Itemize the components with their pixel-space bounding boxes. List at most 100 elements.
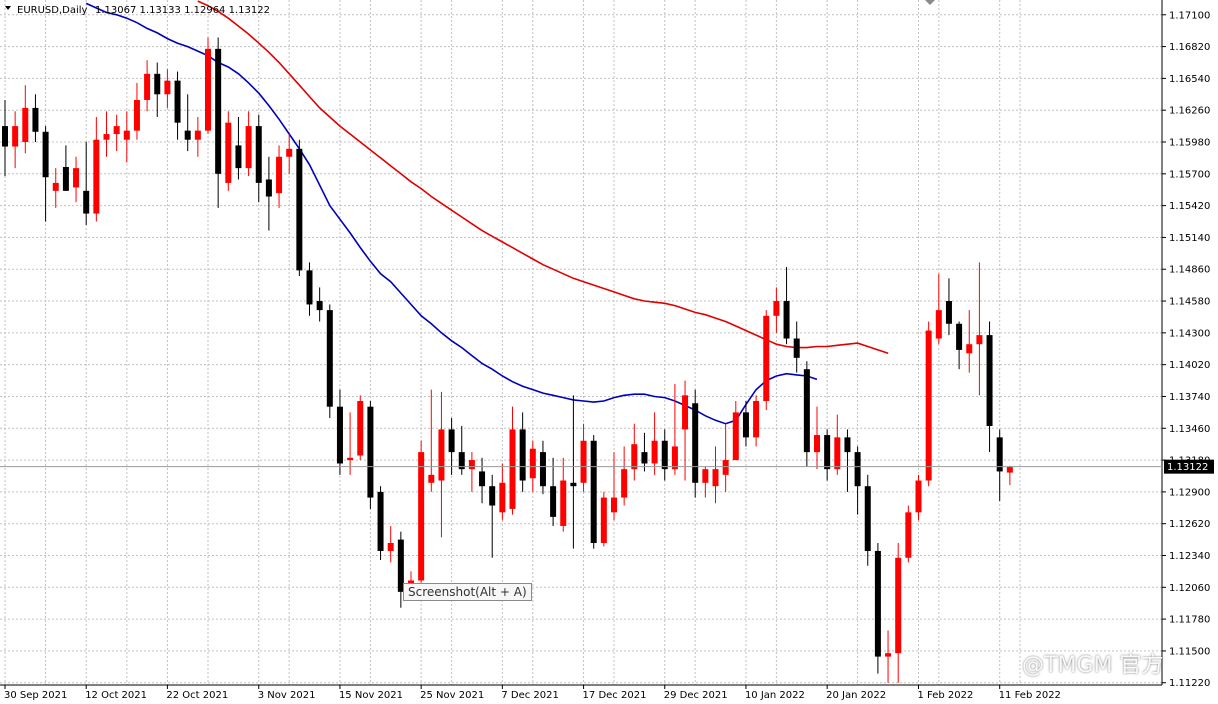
y-tick-label-20: 1.11500 bbox=[1169, 646, 1210, 657]
candle-90 bbox=[915, 474, 922, 521]
y-tick-label-21: 1.11220 bbox=[1169, 678, 1210, 689]
candle-body bbox=[895, 557, 902, 654]
y-tick-label-12: 1.13740 bbox=[1169, 392, 1210, 403]
candle-99 bbox=[1006, 465, 1013, 486]
candle-body bbox=[651, 440, 658, 464]
x-tick-label-0: 30 Sep 2021 bbox=[4, 690, 67, 701]
candle-58 bbox=[590, 435, 597, 549]
candle-body bbox=[773, 301, 780, 316]
x-tick-label-2: 22 Oct 2021 bbox=[166, 690, 228, 701]
candle-54 bbox=[550, 457, 557, 526]
candle-body bbox=[184, 130, 191, 140]
candle-57 bbox=[580, 423, 587, 492]
candle-97 bbox=[986, 321, 993, 453]
chart-axes bbox=[0, 0, 1163, 686]
x-tick-label-12: 11 Feb 2022 bbox=[999, 690, 1061, 701]
candle-28 bbox=[286, 134, 293, 174]
candle-74 bbox=[753, 395, 760, 447]
candle-body bbox=[154, 73, 161, 95]
x-tick-label-3: 3 Nov 2021 bbox=[258, 690, 316, 701]
candle-body bbox=[976, 335, 983, 345]
candle-body bbox=[753, 401, 760, 438]
candle-body bbox=[539, 452, 546, 487]
candle-body bbox=[347, 457, 354, 461]
candle-77 bbox=[783, 266, 790, 345]
candle-body bbox=[611, 497, 617, 513]
candle-61 bbox=[621, 446, 628, 506]
candle-9 bbox=[93, 117, 100, 222]
candle-body bbox=[986, 335, 993, 426]
candle-1 bbox=[12, 111, 19, 169]
candle-body bbox=[286, 148, 293, 157]
candle-body bbox=[164, 80, 171, 95]
ma-slow-group bbox=[197, 0, 889, 355]
candle-body bbox=[885, 653, 892, 657]
chart-grid bbox=[0, 0, 1162, 685]
candle-body bbox=[529, 448, 536, 479]
ma-slow-line bbox=[197, 0, 889, 355]
candle-35 bbox=[357, 395, 364, 461]
candle-79 bbox=[803, 361, 810, 467]
candle-body bbox=[326, 310, 333, 407]
candle-body bbox=[509, 429, 516, 509]
candle-body bbox=[32, 107, 39, 132]
candle-body bbox=[580, 440, 587, 483]
y-tick-label-7: 1.15140 bbox=[1169, 233, 1210, 244]
candle-10 bbox=[103, 111, 110, 157]
shift-marker-icon[interactable] bbox=[925, 0, 935, 5]
candle-14 bbox=[144, 60, 151, 112]
y-tick-label-18: 1.12060 bbox=[1169, 583, 1210, 594]
y-tick-label-19: 1.11780 bbox=[1169, 615, 1210, 626]
symbol-label: EURUSD,Daily bbox=[17, 5, 88, 16]
dropdown-triangle-icon[interactable] bbox=[5, 6, 11, 10]
candle-68 bbox=[692, 389, 699, 498]
candle-body bbox=[42, 131, 49, 178]
candle-65 bbox=[661, 429, 668, 481]
candle-body bbox=[235, 145, 242, 169]
candle-body bbox=[814, 435, 820, 453]
candle-body bbox=[316, 301, 323, 311]
candle-18 bbox=[184, 94, 191, 152]
candle-43 bbox=[438, 391, 445, 538]
candle-body bbox=[265, 179, 272, 197]
candle-body bbox=[590, 440, 597, 544]
candle-76 bbox=[773, 287, 780, 333]
candle-92 bbox=[935, 273, 942, 345]
candle-body bbox=[935, 310, 942, 339]
candle-67 bbox=[682, 380, 689, 481]
candle-95 bbox=[966, 310, 973, 373]
y-tick-label-16: 1.12620 bbox=[1169, 519, 1210, 530]
candle-body bbox=[377, 491, 384, 551]
candle-50 bbox=[509, 406, 516, 515]
candle-72 bbox=[732, 401, 739, 461]
y-tick-label-11: 1.14020 bbox=[1169, 360, 1210, 371]
candle-body bbox=[702, 469, 709, 483]
candle-8 bbox=[83, 141, 90, 225]
candle-39 bbox=[397, 531, 404, 608]
x-tick-label-7: 17 Dec 2021 bbox=[583, 690, 647, 701]
candle-body bbox=[448, 429, 455, 453]
candle-body bbox=[631, 444, 638, 470]
candle-body bbox=[479, 471, 486, 487]
candle-body bbox=[661, 440, 668, 470]
candle-29 bbox=[296, 139, 303, 277]
candle-body bbox=[367, 406, 374, 498]
candle-body bbox=[996, 437, 1003, 472]
candle-body bbox=[834, 437, 841, 470]
candle-63 bbox=[641, 432, 648, 472]
x-tick-label-4: 15 Nov 2021 bbox=[339, 690, 403, 701]
candle-body bbox=[255, 126, 262, 183]
candle-46 bbox=[468, 452, 475, 492]
candle-body bbox=[387, 543, 394, 551]
candles-group bbox=[2, 37, 1013, 683]
candle-24 bbox=[245, 111, 252, 177]
y-tick-label-2: 1.16540 bbox=[1169, 74, 1210, 85]
y-tick-label-3: 1.16260 bbox=[1169, 106, 1210, 117]
candle-51 bbox=[519, 412, 526, 492]
y-tick-label-8: 1.14860 bbox=[1169, 265, 1210, 276]
candle-62 bbox=[631, 423, 638, 481]
candle-42 bbox=[428, 389, 435, 492]
candle-31 bbox=[316, 287, 323, 322]
